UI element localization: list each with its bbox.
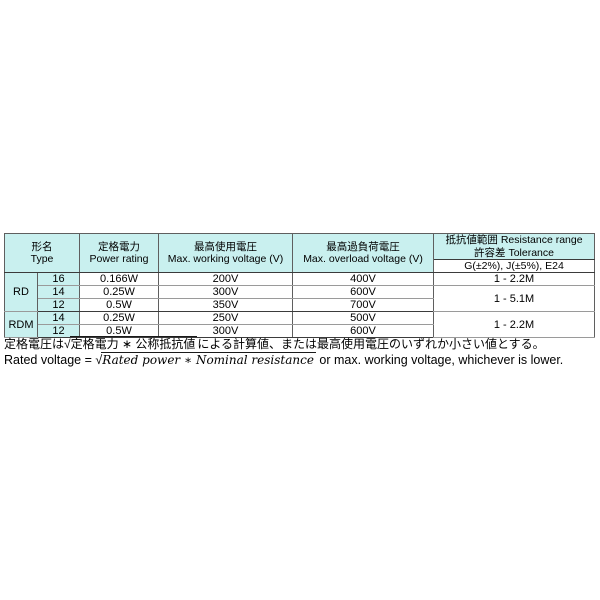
header-resistance-line1: 抵抗値範囲 Resistance range (445, 234, 583, 247)
cell-overload-voltage: 700V (292, 298, 435, 312)
cell-working-voltage: 250V (158, 311, 294, 325)
cell-size: 12 (36, 324, 81, 338)
cell-overload-voltage: 500V (292, 311, 435, 325)
cell-type-rd: RD (4, 272, 38, 312)
cell-size: 12 (36, 298, 81, 312)
table-row: RDM 14 0.25W 250V 500V 1 - 2.2M (4, 311, 596, 338)
header-row: 形名 Type 定格電力 Power rating 最高使用電圧 Max. wo… (3, 233, 596, 273)
cell-overload-voltage: 600V (292, 285, 435, 299)
header-tolerance-series: G(±2%), J(±5%), E24 (433, 259, 596, 273)
cell-resistance-range: 1 - 5.1M (433, 285, 596, 312)
cell-working-voltage: 200V (158, 272, 294, 286)
footnote-en-radicand: Rated power ∗ Nominal resistance (101, 352, 316, 367)
cell-power: 0.5W (79, 324, 160, 338)
header-overload-en: Max. overload voltage (V) (303, 253, 423, 265)
sqrt-symbol: √ (95, 353, 103, 367)
cell-overload-voltage: 600V (292, 324, 435, 338)
header-power-en: Power rating (89, 253, 149, 265)
header-working-en: Max. working voltage (V) (167, 253, 284, 265)
cell-power: 0.25W (79, 311, 160, 325)
cell-working-voltage: 300V (158, 285, 294, 299)
header-power-jp: 定格電力 (98, 240, 141, 253)
cell-power: 0.5W (79, 298, 160, 312)
cell-size: 16 (36, 272, 81, 286)
footnote-jp-prefix: 定格電圧は (4, 337, 65, 351)
table-row: 12 0.5W 300V 600V (5, 324, 595, 338)
table-row: RD 16 0.166W 200V 400V 1 - 2.2M (4, 272, 596, 312)
header-power-rating: 定格電力 Power rating (79, 233, 160, 273)
cell-size: 14 (36, 285, 81, 299)
header-resistance-range: 抵抗値範囲 Resistance range 許容差 Tolerance (433, 233, 596, 260)
footnote-en-suffix: or max. working voltage, whichever is lo… (315, 353, 564, 367)
cell-power: 0.25W (79, 285, 160, 299)
cell-type-rdm: RDM (4, 311, 38, 338)
cell-resistance-range: 1 - 2.2M (433, 311, 596, 338)
footnote-japanese: 定格電圧は√定格電力 ∗ 公称抵抗値 による計算値、または最高使用電圧のいずれか小… (4, 336, 596, 352)
cell-power: 0.166W (79, 272, 160, 286)
cell-overload-voltage: 400V (292, 272, 435, 286)
cell-working-voltage: 350V (158, 298, 294, 312)
footnote-english: Rated voltage = √Rated power ∗ Nominal r… (4, 352, 596, 369)
header-overload-jp: 最高過負荷電圧 (326, 240, 400, 253)
footnote: 定格電圧は√定格電力 ∗ 公称抵抗値 による計算値、または最高使用電圧のいずれか小… (4, 336, 596, 369)
header-working-voltage: 最高使用電圧 Max. working voltage (V) (158, 233, 294, 273)
footnote-jp-radicand: 定格電力 ∗ 公称抵抗値 (69, 336, 198, 351)
header-subrow-tolerance: G(±2%), J(±5%), E24 (5, 259, 596, 273)
cell-size: 14 (36, 311, 81, 325)
table-row: 14 0.25W 300V 600V 1 - 5.1M (5, 285, 596, 312)
header-type-en: Type (30, 253, 54, 265)
sqrt-symbol: √ (64, 337, 71, 351)
footnote-en-prefix: Rated voltage = (4, 353, 96, 367)
footnote-jp-suffix: による計算値、または最高使用電圧のいずれか小さい値とする。 (197, 337, 545, 351)
header-type: 形名 Type (3, 233, 81, 273)
header-type-jp: 形名 (31, 240, 53, 253)
resistor-spec-table: 形名 Type 定格電力 Power rating 最高使用電圧 Max. wo… (3, 233, 596, 338)
header-overload-voltage: 最高過負荷電圧 Max. overload voltage (V) (292, 233, 435, 273)
header-resistance-line2: 許容差 Tolerance (474, 246, 554, 259)
cell-resistance-range: 1 - 2.2M (433, 272, 596, 286)
header-working-jp: 最高使用電圧 (194, 240, 258, 253)
